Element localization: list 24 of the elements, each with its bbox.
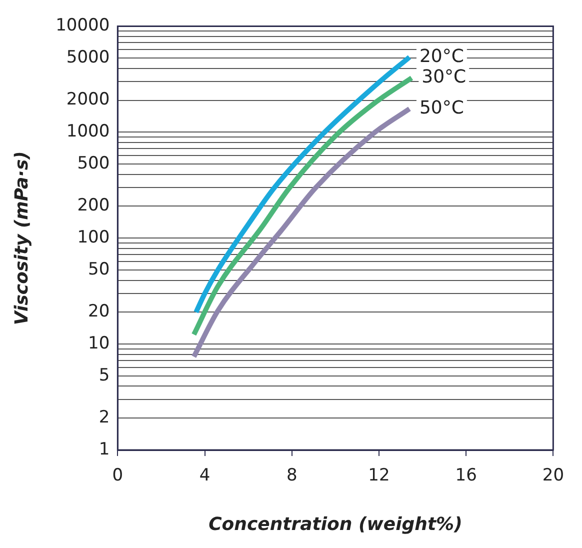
y-tick-label: 10 <box>88 333 110 354</box>
y-tick-label: 20 <box>88 302 110 322</box>
x-tick-label: 16 <box>455 466 477 486</box>
y-tick-label: 1 <box>98 439 110 460</box>
y-tick-label: 50 <box>88 259 110 280</box>
y-tick-label: 10000 <box>56 16 110 36</box>
series-label: 30°C <box>422 66 466 88</box>
x-tick-label: 4 <box>199 466 210 486</box>
x-tick-label: 8 <box>286 466 298 486</box>
y-tick-label: 100 <box>77 228 110 248</box>
series-label: 20°C <box>419 46 464 67</box>
y-tick-label: 2 <box>98 408 110 428</box>
y-axis-title: Viscosity (mPa·s) <box>11 151 32 326</box>
y-tick-label: 500 <box>77 153 110 174</box>
y-tick-label: 5000 <box>66 48 110 68</box>
x-tick-label: 20 <box>542 466 564 486</box>
series-label: 50°C <box>419 98 464 118</box>
y-tick-label: 200 <box>77 196 110 216</box>
x-axis-title: Concentration (weight%) <box>208 514 462 535</box>
x-tick-label: 12 <box>368 466 390 486</box>
y-tick-label: 2000 <box>66 90 110 110</box>
y-tick-label: 1000 <box>66 122 110 142</box>
x-tick-label: 0 <box>112 466 124 486</box>
y-tick-label: 5 <box>98 365 110 386</box>
